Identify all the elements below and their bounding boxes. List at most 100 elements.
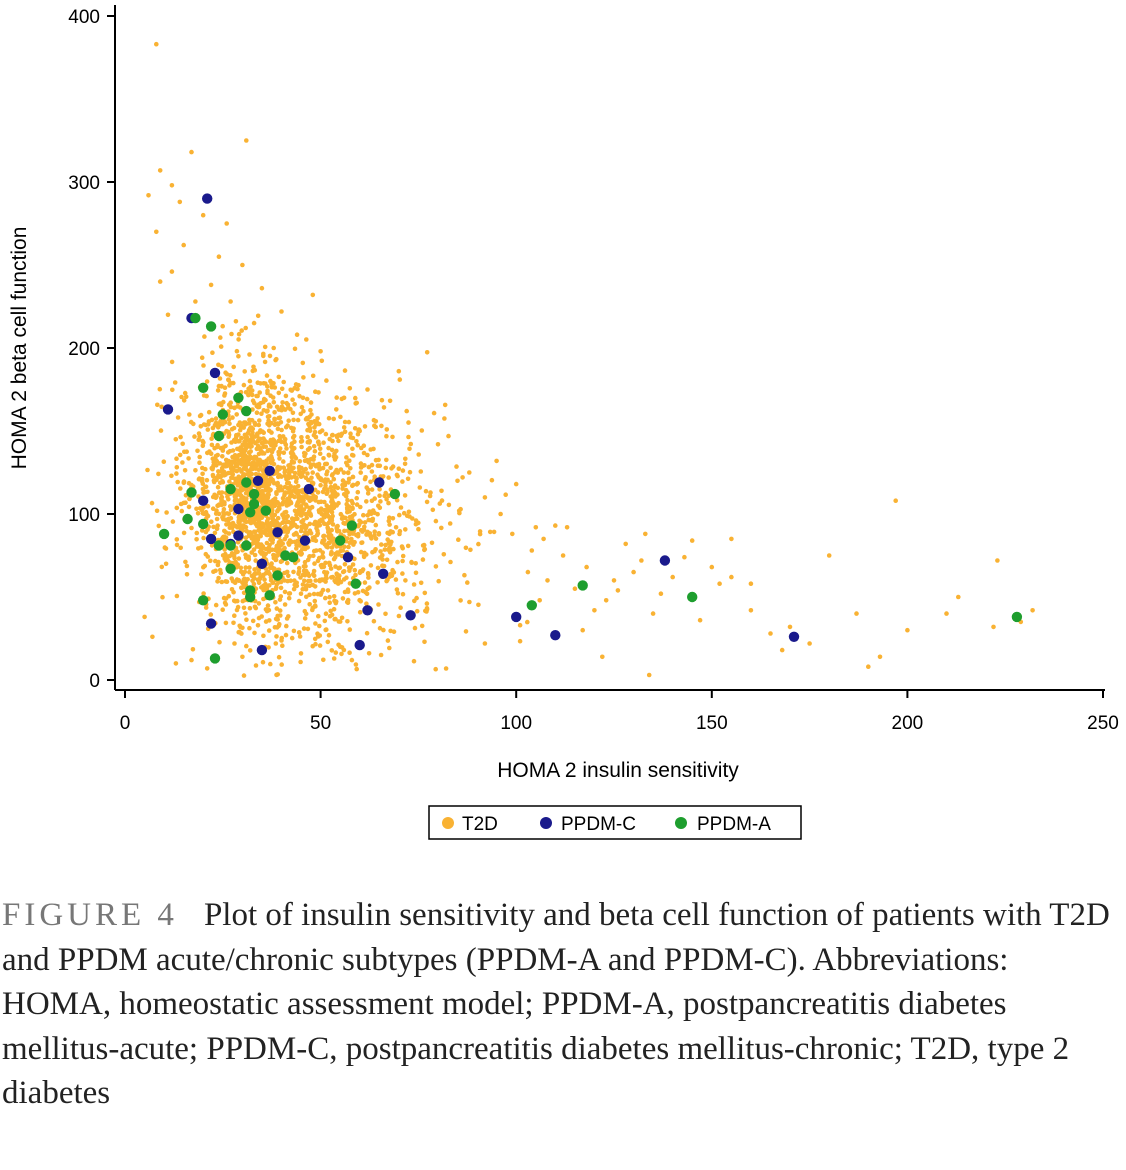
t2d-point	[412, 598, 417, 604]
ppdm-c-point	[209, 367, 221, 379]
t2d-point	[221, 445, 226, 450]
y-tick-label: 400	[68, 7, 100, 28]
t2d-point	[215, 562, 221, 568]
t2d-point	[162, 545, 168, 550]
t2d-point	[243, 325, 248, 331]
t2d-point	[247, 648, 253, 653]
t2d-point	[345, 490, 350, 495]
t2d-point	[220, 515, 225, 520]
t2d-point	[239, 435, 244, 441]
t2d-point	[311, 444, 317, 449]
t2d-point	[209, 442, 215, 448]
t2d-point	[345, 497, 350, 503]
t2d-point	[387, 574, 392, 579]
t2d-point	[369, 487, 375, 492]
t2d-point	[299, 435, 304, 440]
t2d-point	[227, 525, 233, 530]
t2d-point	[364, 601, 369, 606]
t2d-point	[255, 380, 261, 386]
t2d-point	[222, 534, 227, 540]
t2d-point	[241, 605, 247, 611]
t2d-point	[247, 605, 253, 611]
t2d-point	[201, 363, 206, 368]
t2d-point	[358, 470, 364, 475]
t2d-point	[405, 476, 411, 482]
t2d-point	[281, 459, 286, 464]
t2d-point	[361, 553, 367, 558]
t2d-point	[225, 450, 231, 455]
t2d-point	[250, 618, 256, 624]
t2d-point	[227, 553, 233, 559]
t2d-point	[297, 393, 302, 399]
t2d-point	[174, 471, 179, 476]
t2d-point	[276, 422, 281, 427]
t2d-point	[282, 589, 288, 595]
t2d-point	[231, 364, 236, 370]
t2d-point	[231, 598, 237, 603]
t2d-point	[242, 448, 247, 453]
t2d-point	[224, 579, 230, 584]
t2d-point	[346, 419, 352, 425]
t2d-point	[170, 519, 176, 524]
t2d-point	[307, 592, 312, 598]
t2d-point	[274, 491, 279, 497]
t2d-point	[748, 608, 754, 613]
t2d-point	[350, 446, 355, 452]
t2d-point	[215, 425, 221, 430]
t2d-point	[154, 229, 159, 235]
t2d-point	[267, 571, 272, 577]
t2d-point	[261, 553, 267, 559]
t2d-point	[282, 407, 288, 412]
t2d-point	[213, 453, 219, 459]
t2d-point	[406, 434, 411, 440]
t2d-point	[219, 402, 224, 408]
t2d-point	[326, 415, 332, 421]
t2d-point	[456, 508, 462, 514]
t2d-point	[302, 546, 308, 552]
t2d-point	[611, 578, 617, 583]
t2d-point	[330, 493, 336, 499]
ppdm-a-point	[233, 392, 244, 403]
t2d-point	[396, 368, 402, 374]
t2d-point	[315, 528, 320, 534]
t2d-point	[291, 628, 297, 634]
ppdm-a-point	[245, 585, 256, 596]
t2d-point	[228, 299, 233, 304]
t2d-point	[204, 477, 210, 483]
ppdm-c-point	[198, 495, 209, 506]
ppdm-a-point	[217, 409, 228, 420]
t2d-point	[301, 518, 306, 523]
t2d-point	[159, 404, 164, 410]
t2d-point	[367, 585, 372, 590]
t2d-point	[222, 393, 227, 398]
t2d-point	[406, 509, 412, 515]
t2d-point	[293, 479, 299, 485]
t2d-point	[284, 446, 289, 451]
t2d-point	[329, 648, 335, 653]
t2d-point	[256, 571, 262, 576]
ppdm-c-point	[264, 465, 275, 476]
ppdm-a-point	[260, 505, 271, 516]
t2d-point	[311, 462, 317, 467]
t2d-point	[346, 476, 352, 482]
t2d-point	[175, 479, 180, 485]
t2d-point	[329, 518, 335, 523]
t2d-point	[297, 471, 302, 477]
t2d-point	[252, 465, 257, 470]
t2d-point	[269, 420, 274, 426]
t2d-point	[297, 465, 302, 470]
t2d-point	[600, 654, 605, 660]
t2d-point	[287, 494, 293, 500]
t2d-point	[211, 479, 217, 485]
t2d-point	[208, 282, 214, 288]
t2d-point	[307, 428, 313, 434]
t2d-point	[305, 471, 310, 476]
t2d-point	[259, 585, 264, 590]
t2d-point	[323, 431, 329, 437]
t2d-point	[342, 562, 348, 567]
t2d-point	[367, 509, 372, 514]
t2d-point	[215, 484, 221, 490]
t2d-point	[273, 641, 279, 646]
t2d-point	[266, 487, 272, 493]
t2d-point	[416, 452, 422, 457]
